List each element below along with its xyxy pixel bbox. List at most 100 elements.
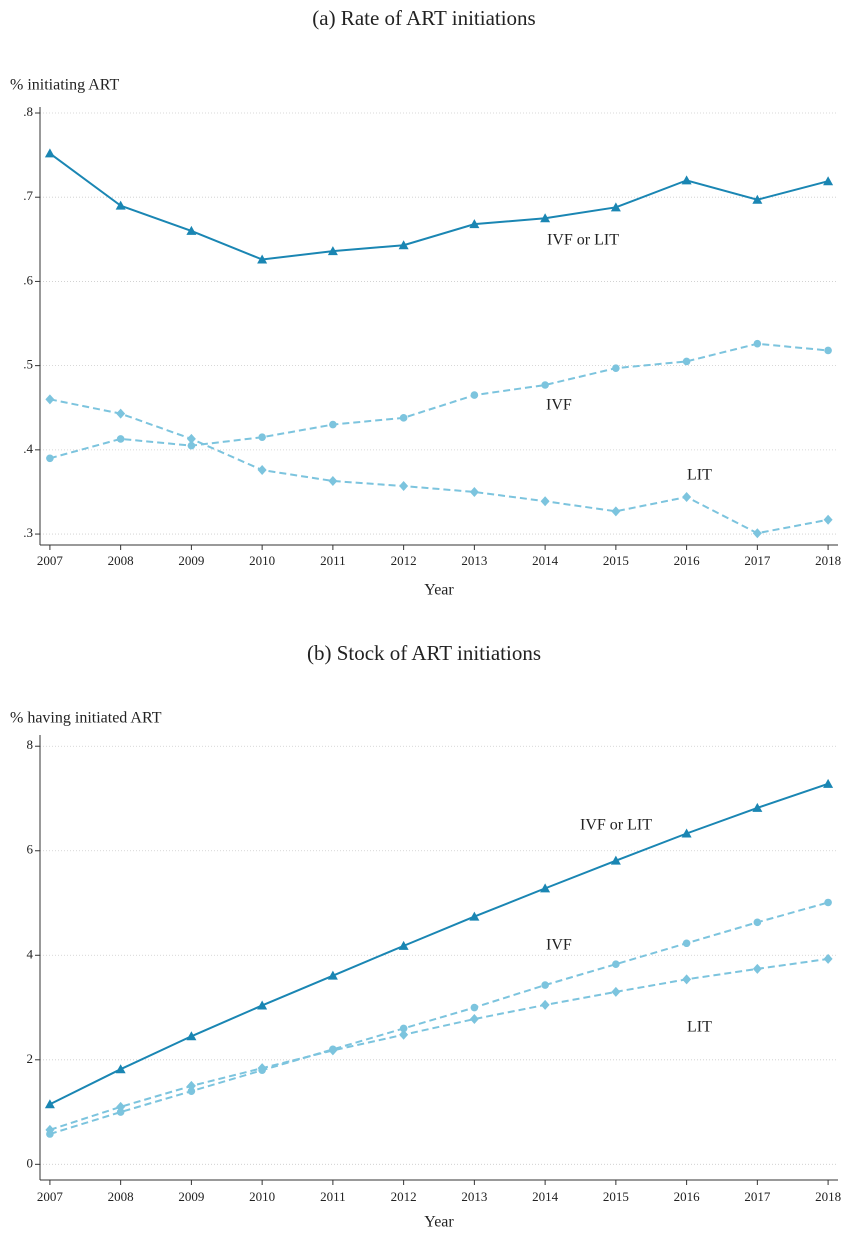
y-axis-title: % initiating ART bbox=[10, 77, 119, 94]
x-tick-label: 2014 bbox=[532, 553, 559, 568]
y-tick-label: .7 bbox=[23, 188, 33, 203]
marker bbox=[823, 778, 834, 788]
x-tick-label: 2015 bbox=[603, 1189, 629, 1204]
x-tick-label: 2018 bbox=[815, 1189, 841, 1204]
marker bbox=[540, 213, 551, 223]
marker bbox=[541, 381, 549, 389]
series-label: IVF or LIT bbox=[580, 817, 652, 834]
marker bbox=[258, 433, 266, 442]
marker bbox=[681, 828, 692, 838]
series-label: LIT bbox=[687, 1019, 712, 1036]
marker bbox=[540, 496, 550, 507]
marker bbox=[540, 999, 550, 1010]
series-line bbox=[49, 901, 829, 1135]
x-tick-label: 2017 bbox=[744, 1189, 771, 1204]
y-tick-label: .4 bbox=[23, 441, 33, 456]
x-tick-label: 2009 bbox=[178, 1189, 204, 1204]
marker bbox=[823, 176, 834, 186]
marker bbox=[46, 454, 54, 463]
marker bbox=[611, 506, 621, 517]
marker bbox=[399, 414, 408, 422]
marker bbox=[612, 960, 620, 968]
x-tick-label: 2008 bbox=[108, 553, 134, 568]
x-tick-label: 2013 bbox=[461, 1189, 487, 1204]
marker bbox=[398, 940, 409, 950]
x-tick-label: 2011 bbox=[320, 1189, 346, 1204]
x-tick-label: 2017 bbox=[744, 553, 771, 568]
marker bbox=[115, 1064, 126, 1074]
marker bbox=[682, 939, 691, 948]
series-line bbox=[49, 398, 829, 535]
marker bbox=[399, 1024, 408, 1033]
marker bbox=[682, 357, 691, 366]
marker bbox=[116, 1101, 126, 1112]
x-tick-label: 2012 bbox=[391, 553, 417, 568]
marker bbox=[752, 963, 762, 974]
marker bbox=[470, 391, 479, 399]
y-tick-label: 8 bbox=[27, 737, 34, 752]
marker bbox=[824, 346, 832, 355]
series-label: IVF or LIT bbox=[547, 232, 619, 249]
marker bbox=[186, 433, 196, 444]
y-tick-label: 2 bbox=[27, 1051, 34, 1066]
series-line bbox=[49, 342, 829, 460]
marker bbox=[186, 225, 197, 235]
series-line bbox=[49, 957, 829, 1131]
marker bbox=[823, 514, 833, 525]
x-tick-label: 2010 bbox=[249, 553, 275, 568]
y-tick-label: .6 bbox=[23, 272, 33, 287]
marker bbox=[186, 1080, 196, 1091]
marker bbox=[186, 1031, 197, 1041]
series-line bbox=[49, 152, 829, 261]
x-tick-label: 2016 bbox=[674, 1189, 701, 1204]
x-tick-label: 2013 bbox=[461, 553, 487, 568]
marker bbox=[257, 254, 268, 264]
y-tick-label: 4 bbox=[27, 946, 34, 961]
x-tick-label: 2008 bbox=[108, 1189, 134, 1204]
marker bbox=[469, 219, 480, 229]
x-axis-title: Year bbox=[424, 1214, 454, 1231]
marker bbox=[681, 175, 692, 185]
marker bbox=[469, 1014, 479, 1025]
chart-title: (b) Stock of ART initiations bbox=[307, 641, 541, 665]
marker bbox=[329, 420, 337, 429]
y-tick-label: .8 bbox=[23, 104, 33, 119]
marker bbox=[45, 1124, 55, 1135]
series-label: IVF bbox=[546, 397, 572, 414]
marker bbox=[399, 1029, 409, 1040]
y-tick-label: .5 bbox=[23, 357, 33, 372]
y-axis-title: % having initiated ART bbox=[10, 710, 162, 727]
x-tick-label: 2016 bbox=[674, 553, 701, 568]
x-tick-label: 2007 bbox=[37, 553, 64, 568]
x-tick-label: 2010 bbox=[249, 1189, 275, 1204]
y-tick-label: 0 bbox=[27, 1155, 34, 1170]
series-label: LIT bbox=[687, 467, 712, 484]
marker bbox=[610, 202, 621, 212]
marker bbox=[187, 441, 196, 450]
marker bbox=[399, 481, 409, 492]
marker bbox=[116, 1108, 125, 1116]
y-tick-label: 6 bbox=[27, 842, 34, 857]
marker bbox=[753, 918, 762, 927]
marker bbox=[327, 246, 338, 256]
x-tick-label: 2015 bbox=[603, 553, 629, 568]
marker bbox=[682, 974, 692, 985]
marker bbox=[541, 981, 549, 989]
marker bbox=[753, 339, 762, 348]
x-tick-label: 2011 bbox=[320, 553, 346, 568]
marker bbox=[752, 528, 762, 539]
marker bbox=[612, 364, 620, 372]
x-tick-label: 2012 bbox=[391, 1189, 417, 1204]
series-line bbox=[49, 782, 829, 1106]
x-tick-label: 2018 bbox=[815, 553, 841, 568]
marker bbox=[257, 1063, 267, 1074]
marker bbox=[682, 492, 692, 502]
marker bbox=[327, 970, 338, 980]
marker bbox=[257, 1000, 268, 1010]
marker bbox=[44, 148, 55, 158]
x-tick-label: 2009 bbox=[178, 553, 204, 568]
chart-title: (a) Rate of ART initiations bbox=[312, 6, 535, 30]
x-axis-title: Year bbox=[424, 582, 454, 599]
